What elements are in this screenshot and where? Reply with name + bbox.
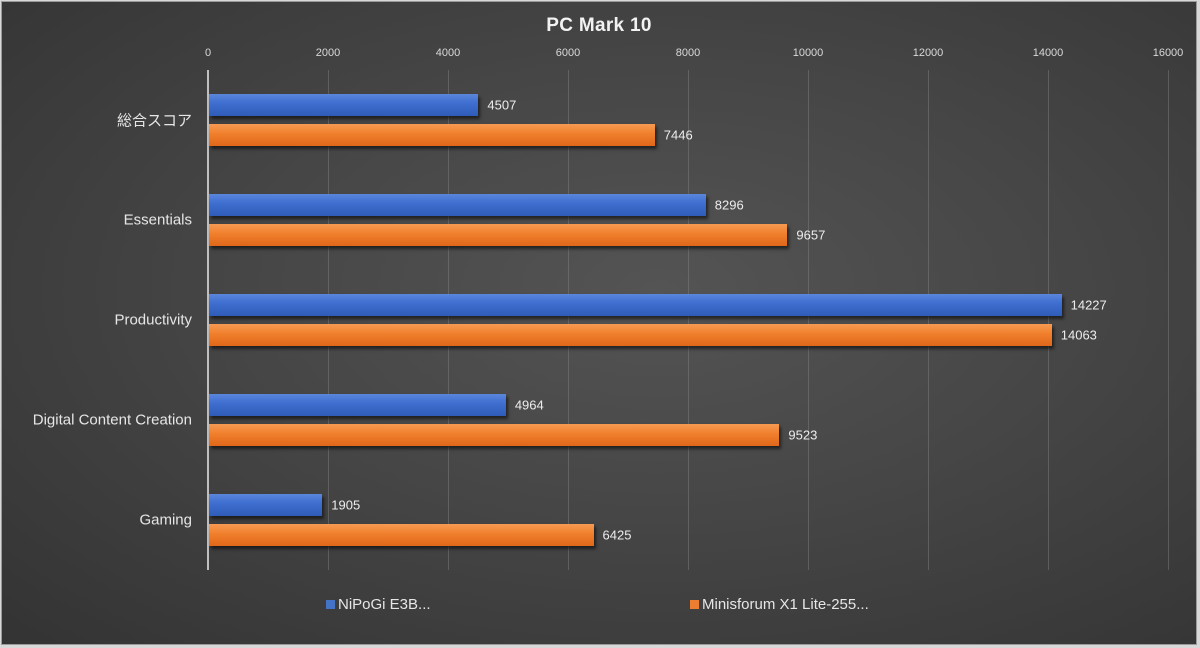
- gridline: [1048, 70, 1049, 570]
- data-label: 6425: [602, 527, 632, 543]
- data-label: 9523: [788, 427, 818, 443]
- gridline: [448, 70, 449, 570]
- x-tick-label: 12000: [912, 47, 944, 59]
- data-label: 4507: [487, 97, 517, 113]
- x-tick-label: 14000: [1032, 47, 1064, 59]
- bar-series-1: [209, 94, 479, 116]
- bar-series-2: [209, 324, 1052, 346]
- legend-swatch-icon: [690, 600, 699, 609]
- legend-item-series-1: NiPoGi E3B...: [326, 596, 431, 613]
- category-label: Gaming: [139, 511, 192, 529]
- gridline: [688, 70, 689, 570]
- data-label: 14227: [1070, 297, 1107, 313]
- legend-label: NiPoGi E3B...: [338, 596, 431, 613]
- bar-series-1: [209, 294, 1062, 316]
- data-label: 4964: [514, 397, 544, 413]
- category-label: Digital Content Creation: [32, 411, 192, 429]
- legend-item-series-2: Minisforum X1 Lite-255...: [690, 596, 869, 613]
- x-tick-label: 10000: [792, 47, 824, 59]
- category-label: Essentials: [123, 211, 192, 229]
- x-tick-label: 8000: [675, 47, 701, 59]
- x-tick-label: 2000: [315, 47, 341, 59]
- x-tick-label: 6000: [555, 47, 581, 59]
- bar-series-2: [209, 524, 594, 546]
- y-axis-line: [207, 70, 209, 570]
- data-label: 8296: [714, 197, 744, 213]
- gridline: [808, 70, 809, 570]
- bar-series-2: [209, 424, 780, 446]
- x-tick-label: 0: [204, 47, 212, 59]
- legend-label: Minisforum X1 Lite-255...: [702, 596, 869, 613]
- data-label: 14063: [1060, 327, 1097, 343]
- bar-series-2: [209, 124, 655, 146]
- x-tick-label: 4000: [435, 47, 461, 59]
- gridline: [928, 70, 929, 570]
- bar-series-1: [209, 494, 323, 516]
- category-label: 総合スコア: [116, 112, 192, 130]
- data-label: 7446: [663, 127, 693, 143]
- gridline: [1168, 70, 1169, 570]
- bar-series-2: [209, 224, 788, 246]
- bar-series-1: [209, 394, 506, 416]
- gridline: [328, 70, 329, 570]
- gridline: [568, 70, 569, 570]
- data-label: 1905: [331, 497, 361, 513]
- data-label: 9657: [796, 227, 826, 243]
- bar-series-1: [209, 194, 706, 216]
- chart-title: PC Mark 10: [546, 15, 652, 36]
- x-tick-label: 16000: [1152, 47, 1184, 59]
- legend-swatch-icon: [326, 600, 335, 609]
- category-label: Productivity: [114, 311, 192, 329]
